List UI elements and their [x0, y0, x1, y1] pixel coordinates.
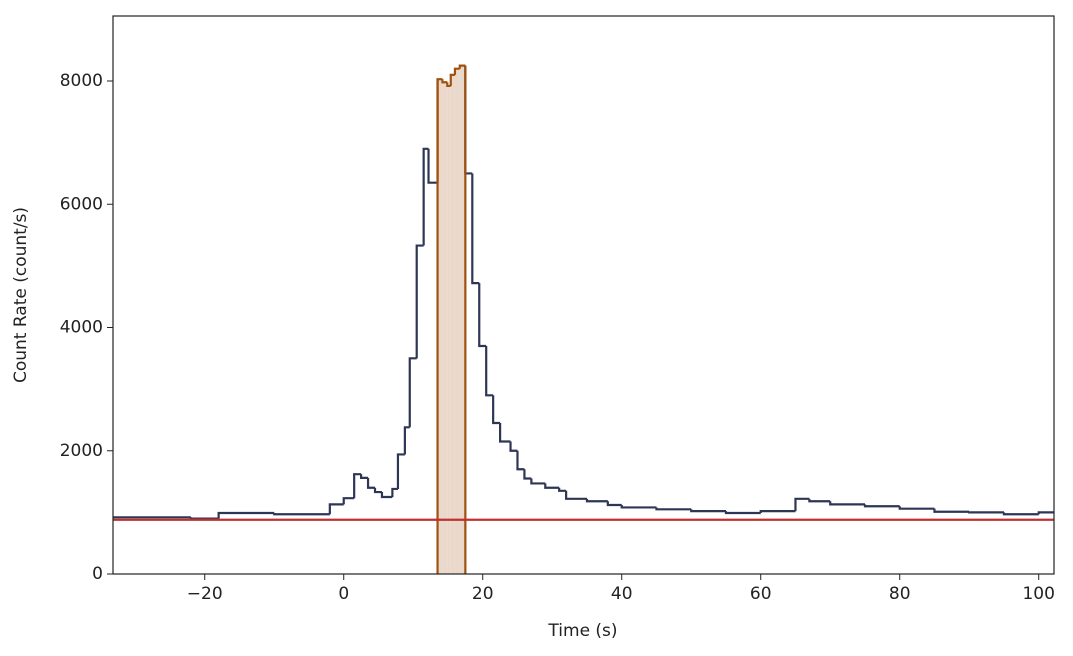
step-segment [441, 79, 448, 84]
step-segment [408, 357, 417, 428]
step-segment [509, 441, 518, 452]
x-tick-label: 40 [611, 584, 633, 604]
step-segment [606, 501, 622, 507]
step-segment [829, 501, 865, 506]
step-segment [373, 487, 382, 494]
x-tick-label: 0 [338, 584, 349, 604]
step-segment [499, 423, 511, 443]
highlight-area [459, 65, 466, 575]
step-segment [415, 244, 424, 359]
highlight-area [454, 68, 460, 574]
y-tick-label: 2000 [60, 441, 103, 461]
step-segment [189, 517, 219, 520]
step-segment [396, 453, 405, 489]
step-segment [863, 504, 900, 508]
step-segment [449, 73, 455, 86]
step-segment [808, 498, 831, 503]
step-segment [558, 487, 567, 492]
step-segment [403, 426, 410, 455]
step-segment [794, 497, 810, 512]
highlight-area [437, 79, 443, 574]
step-segment [366, 477, 376, 489]
step-segment [523, 469, 532, 480]
step-segment [217, 511, 275, 519]
y-tick-label: 0 [92, 564, 103, 584]
y-axis-label: Count Rate (count/s) [11, 207, 31, 383]
step-segment [898, 506, 935, 510]
y-tick-label: 6000 [60, 194, 103, 214]
x-tick-label: 20 [472, 584, 494, 604]
step-segment [328, 503, 344, 515]
highlight-area [450, 74, 455, 575]
step-segment [492, 395, 501, 425]
step-segment [273, 512, 330, 516]
step-segment [544, 483, 560, 489]
step-segment [933, 508, 970, 513]
step-segment [458, 64, 466, 69]
plot-frame [112, 15, 1055, 575]
y-tick-label: 4000 [60, 318, 103, 338]
step-segment [478, 283, 487, 348]
x-tick-label: 100 [1022, 584, 1054, 604]
step-segment [620, 504, 657, 509]
x-tick-label: 60 [750, 584, 772, 604]
step-segment [422, 147, 429, 246]
step-segment [1037, 511, 1054, 515]
step-segment [453, 67, 460, 75]
y-tick-label: 8000 [60, 71, 103, 91]
step-segment [471, 173, 480, 285]
step-segment [446, 82, 451, 88]
step-segment [530, 478, 546, 485]
step-segment [565, 490, 587, 500]
x-axis-label: Time (s) [547, 621, 617, 641]
highlight-area [442, 82, 448, 574]
step-segment [391, 487, 398, 497]
step-segment [427, 148, 438, 184]
x-tick-label: −20 [187, 584, 223, 604]
step-segment [353, 473, 362, 499]
step-segment [968, 511, 1004, 514]
step-segment [1002, 512, 1039, 516]
x-tick-label: 80 [889, 584, 911, 604]
step-segment [360, 474, 369, 479]
step-segment [485, 345, 494, 397]
step-segment [690, 509, 726, 513]
step-segment [380, 492, 393, 499]
step-segment [759, 510, 796, 513]
step-segment [724, 511, 761, 515]
step-segment [585, 498, 608, 503]
step-segment [342, 497, 355, 505]
step-segment [516, 450, 525, 471]
highlight-area [447, 85, 451, 575]
step-segment [655, 507, 692, 511]
